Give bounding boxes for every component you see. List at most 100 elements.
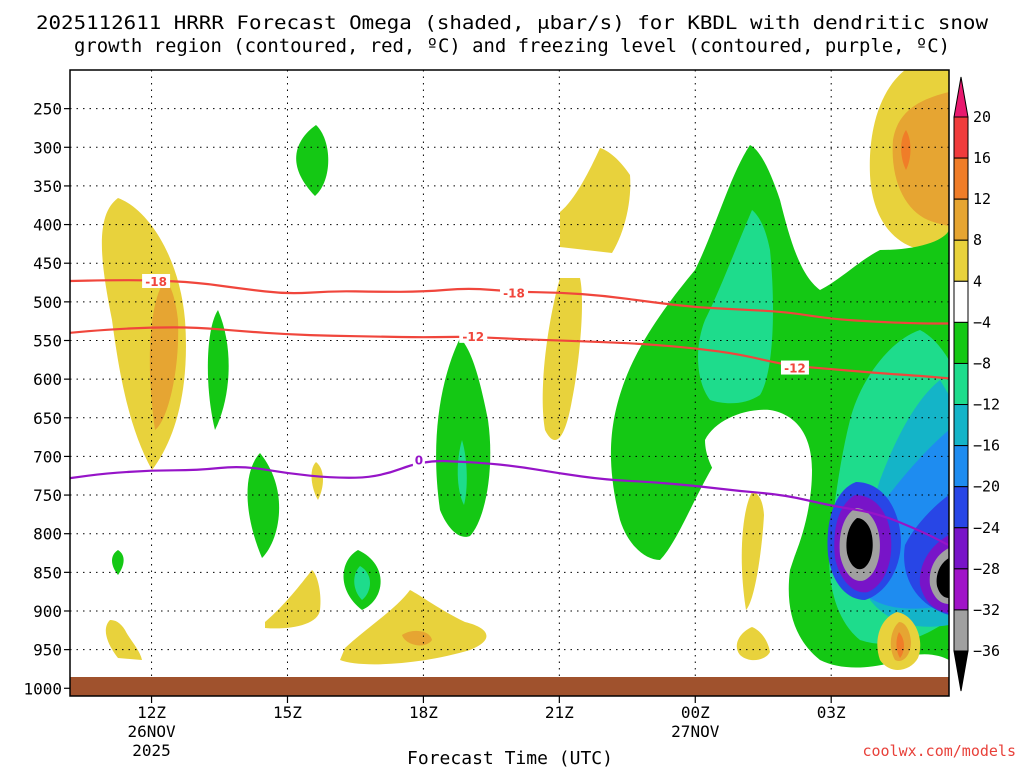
y-tick-label: 850 [33, 563, 62, 582]
colorbar-bin [953, 404, 969, 447]
omega-region-1200z-mid-minus4 [112, 550, 124, 575]
y-tick-label: 800 [33, 525, 62, 544]
y-tick-label: 700 [33, 447, 62, 466]
omega-region-1230z-8 [149, 280, 179, 430]
contour-label-bg [142, 273, 171, 288]
colorbar-level-label: −24 [973, 519, 1000, 537]
contour-label-dgz-upper-minus18: -18 [503, 287, 525, 301]
omega-region-1500z-minus4 [247, 453, 280, 558]
colorbar-bin [953, 568, 969, 611]
contour-labels: -18 -18 -12 -12 0 [142, 273, 809, 468]
y-tick-label: 600 [33, 370, 62, 389]
omega-region-0300z-minus36 [846, 518, 873, 570]
omega-region-2130z-upper-4 [560, 148, 631, 253]
omega-region-1600z-low-4 [265, 570, 321, 629]
colorbar-level-label: −28 [973, 560, 1000, 578]
contour-label-bg [459, 328, 488, 343]
x-tick-label: 21Z [545, 703, 574, 722]
colorbar-level-label: −4 [973, 313, 991, 331]
omega-colorbar: 20 16 12 8 4 −4 −8 −12 −16 −20 −24 −28 −32 −36 [953, 76, 1000, 692]
x-axis-label: Forecast Time (UTC) [407, 748, 613, 768]
omega-region-1900z-minus4 [436, 338, 491, 537]
omega-region-0430z-low-12 [896, 632, 904, 658]
colorbar-bin [953, 116, 969, 159]
y-tick-label: 300 [33, 138, 62, 157]
y-axis-ticks: 250 300 350 400 450 500 550 600 650 700 750 800 850 9… [23, 100, 70, 698]
omega-region-2130z-mid-4 [542, 278, 583, 440]
colorbar-level-label: −32 [973, 601, 1000, 619]
source-credit: coolwx.com/models [862, 742, 1016, 760]
y-tick-label: 750 [33, 486, 62, 505]
colorbar-bin [953, 609, 969, 652]
y-tick-label: 1000 [23, 679, 62, 698]
contour-freezing-level-0 [70, 459, 949, 547]
colorbar-level-label: −20 [973, 478, 1000, 496]
x-tick-label: 03Z [817, 703, 846, 722]
y-tick-label: 900 [33, 602, 62, 621]
omega-region-1600z-upper-minus4 [296, 125, 329, 196]
colorbar-over-triangle [953, 76, 969, 118]
omega-shaded-field [101, 70, 949, 670]
colorbar-level-label: 4 [973, 272, 982, 290]
contour-dgz-upper-minus18 [70, 279, 949, 325]
contour-label-bg [500, 285, 529, 300]
contour-label-dgz-upper-minus18: -18 [145, 275, 167, 289]
x-tick-label: 12Z [137, 703, 166, 722]
colorbar-level-label: 20 [973, 108, 991, 126]
omega-region-1800z-low-4 [340, 590, 487, 665]
x-tick-label: 00Z [681, 703, 710, 722]
colorbar-level-label: −16 [973, 437, 1000, 455]
y-tick-label: 350 [33, 177, 62, 196]
contour-label-bg [412, 452, 425, 467]
chart-title-line-2: growth region (contoured, red, ºC) and f… [74, 35, 950, 57]
colorbar-bin [953, 157, 969, 200]
colorbar-bin [953, 198, 969, 241]
time-gridlines [151, 70, 832, 696]
omega-region-1900z-minus8 [457, 440, 467, 505]
colorbar-bin [953, 239, 969, 282]
omega-region-1200z-low-4 [105, 620, 142, 660]
colorbar-bin [953, 321, 969, 364]
y-tick-label: 650 [33, 409, 62, 428]
plot-frame [69, 69, 950, 697]
y-tick-label: 500 [33, 293, 62, 312]
x-tick-label: 18Z [409, 703, 438, 722]
omega-region-0430z-minus36 [936, 558, 949, 598]
colorbar-level-label: 12 [973, 190, 991, 208]
x-tick-date: 26NOV [127, 722, 176, 741]
colorbar-bin [953, 362, 969, 406]
colorbar-level-label: −8 [973, 354, 991, 372]
y-tick-label: 250 [33, 100, 62, 119]
colorbar-level-label: −36 [973, 642, 1000, 660]
x-tick-label: 15Z [273, 703, 302, 722]
omega-region-upper-right-8 [892, 92, 949, 226]
contour-label-dgz-lower-minus12: -12 [784, 362, 806, 376]
colorbar-under-triangle [953, 650, 969, 692]
omega-region-0100z-arch-clear [705, 409, 812, 555]
y-tick-label: 400 [33, 216, 62, 235]
colorbar-level-label: 8 [973, 231, 982, 249]
x-tick-year: 2025 [132, 741, 171, 760]
omega-region-0130z-minus8 [698, 210, 773, 404]
colorbar-level-label: −12 [973, 396, 1000, 414]
omega-region-1630z-4 [311, 462, 323, 500]
colorbar-bin [953, 445, 969, 488]
colorbar-bin [953, 486, 969, 529]
omega-region-upper-right-12 [901, 130, 911, 170]
colorbar-bin [953, 280, 969, 323]
omega-region-0130z-low2-4 [736, 627, 770, 661]
omega-region-0130z-low-4 [741, 492, 764, 610]
colorbar-bin [953, 527, 969, 570]
contour-label-bg [780, 360, 809, 375]
y-tick-label: 450 [33, 254, 62, 273]
contour-label-dgz-lower-minus12: -12 [462, 330, 484, 344]
omega-region-1700z-minus8 [354, 566, 370, 600]
omega-region-1800z-low-8 [402, 630, 432, 646]
y-tick-label: 550 [33, 331, 62, 350]
surface-terrain-band [70, 677, 949, 696]
colorbar-level-label: 16 [973, 149, 991, 167]
contour-label-freezing-level-0: 0 [415, 454, 423, 468]
chart-title-line-1: 2025112611 HRRR Forecast Omega (shaded, … [36, 12, 989, 34]
